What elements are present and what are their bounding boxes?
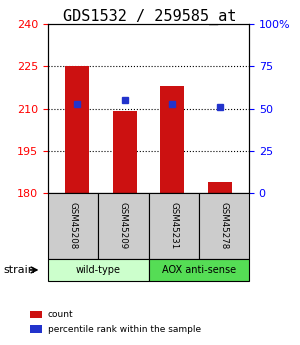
Text: GSM45208: GSM45208 (69, 203, 78, 249)
Text: percentile rank within the sample: percentile rank within the sample (48, 325, 201, 334)
Bar (65, 67, 89, 193)
Text: count: count (48, 310, 74, 319)
Text: GSM45209: GSM45209 (119, 203, 128, 249)
Text: GSM45231: GSM45231 (169, 203, 178, 249)
Bar (112, 111, 136, 193)
Text: strain: strain (3, 265, 35, 275)
Text: GDS1532 / 259585_at: GDS1532 / 259585_at (63, 9, 237, 25)
Bar (208, 182, 232, 193)
Text: GSM45278: GSM45278 (219, 203, 228, 249)
Bar (160, 86, 184, 193)
Text: AOX anti-sense: AOX anti-sense (162, 265, 236, 275)
Text: wild-type: wild-type (76, 265, 121, 275)
